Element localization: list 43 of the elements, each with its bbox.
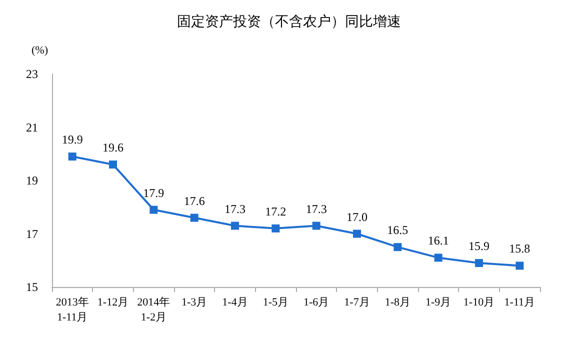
data-label: 15.9	[468, 239, 490, 254]
y-axis-title: (%)	[32, 44, 48, 56]
y-tick-label: 15	[26, 280, 38, 294]
point	[190, 214, 198, 222]
chart-title: 固定资产投资（不含农户）同比增速	[177, 14, 401, 30]
x-tick-label: 1-10月	[463, 296, 495, 308]
data-label: 17.6	[184, 194, 205, 208]
x-tick-label: 2014年 1-2月	[137, 296, 170, 324]
point	[516, 262, 524, 270]
x-tick-label: 1-6月	[303, 296, 330, 308]
y-tick-label: 19	[26, 174, 38, 188]
x-tick-label: 1-12月	[97, 296, 129, 308]
point	[434, 254, 442, 262]
point	[109, 160, 117, 169]
data-label: 17.0	[346, 210, 368, 224]
y-tick-label: 17	[26, 226, 38, 241]
data-label: 16.1	[428, 234, 449, 248]
x-tick-label: 1-5月	[262, 296, 289, 308]
x-tick-label: 1-3月	[181, 296, 208, 308]
x-tick-label: 1-8月	[384, 296, 411, 308]
data-label: 16.5	[387, 223, 408, 238]
x-tick-label: 1-4月	[222, 296, 248, 308]
y-tick-label: 21	[26, 120, 38, 134]
point	[150, 206, 158, 214]
data-label: 19.9	[62, 132, 83, 147]
data-label: 15.8	[509, 242, 530, 256]
point	[312, 222, 320, 230]
point	[353, 230, 361, 238]
data-label: 17.3	[224, 202, 246, 216]
x-tick-label: 2013年 1-11月	[56, 296, 89, 324]
data-label: 19.6	[102, 140, 124, 155]
data-label: 17.3	[306, 202, 327, 216]
x-tick-label: 1-9月	[425, 296, 452, 308]
data-label: 17.2	[265, 204, 286, 218]
point	[231, 222, 239, 230]
point	[394, 243, 402, 252]
data-label: 17.9	[143, 186, 164, 200]
y-tick-label: 23	[26, 67, 38, 81]
point	[68, 152, 76, 161]
x-tick-label: 1-11月	[504, 296, 536, 308]
point	[272, 224, 280, 232]
point	[475, 259, 483, 268]
x-tick-label: 1-7月	[344, 296, 370, 308]
